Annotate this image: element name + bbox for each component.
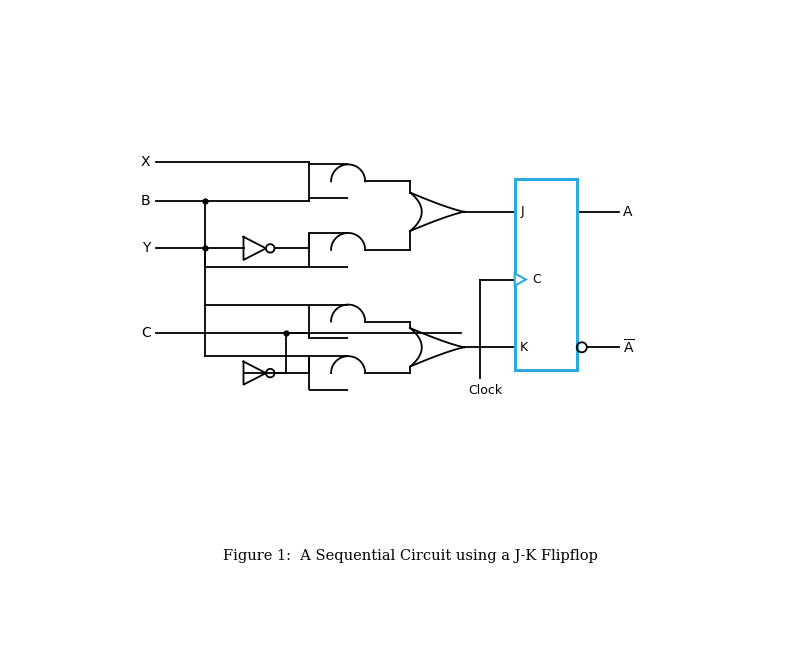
Text: Figure 1:  A Sequential Circuit using a J-K Flipflop: Figure 1: A Sequential Circuit using a J… — [223, 549, 598, 563]
Text: K: K — [520, 341, 529, 354]
Text: $\overline{\mathrm{A}}$: $\overline{\mathrm{A}}$ — [623, 338, 634, 357]
Text: C: C — [532, 273, 541, 286]
Text: Y: Y — [142, 241, 151, 255]
Text: J: J — [520, 205, 524, 218]
Text: C: C — [141, 326, 151, 340]
Text: B: B — [141, 193, 151, 208]
Polygon shape — [515, 273, 526, 286]
Text: A: A — [623, 205, 633, 219]
Text: X: X — [141, 155, 151, 169]
Text: Clock: Clock — [469, 384, 502, 397]
Bar — [515, 180, 577, 370]
